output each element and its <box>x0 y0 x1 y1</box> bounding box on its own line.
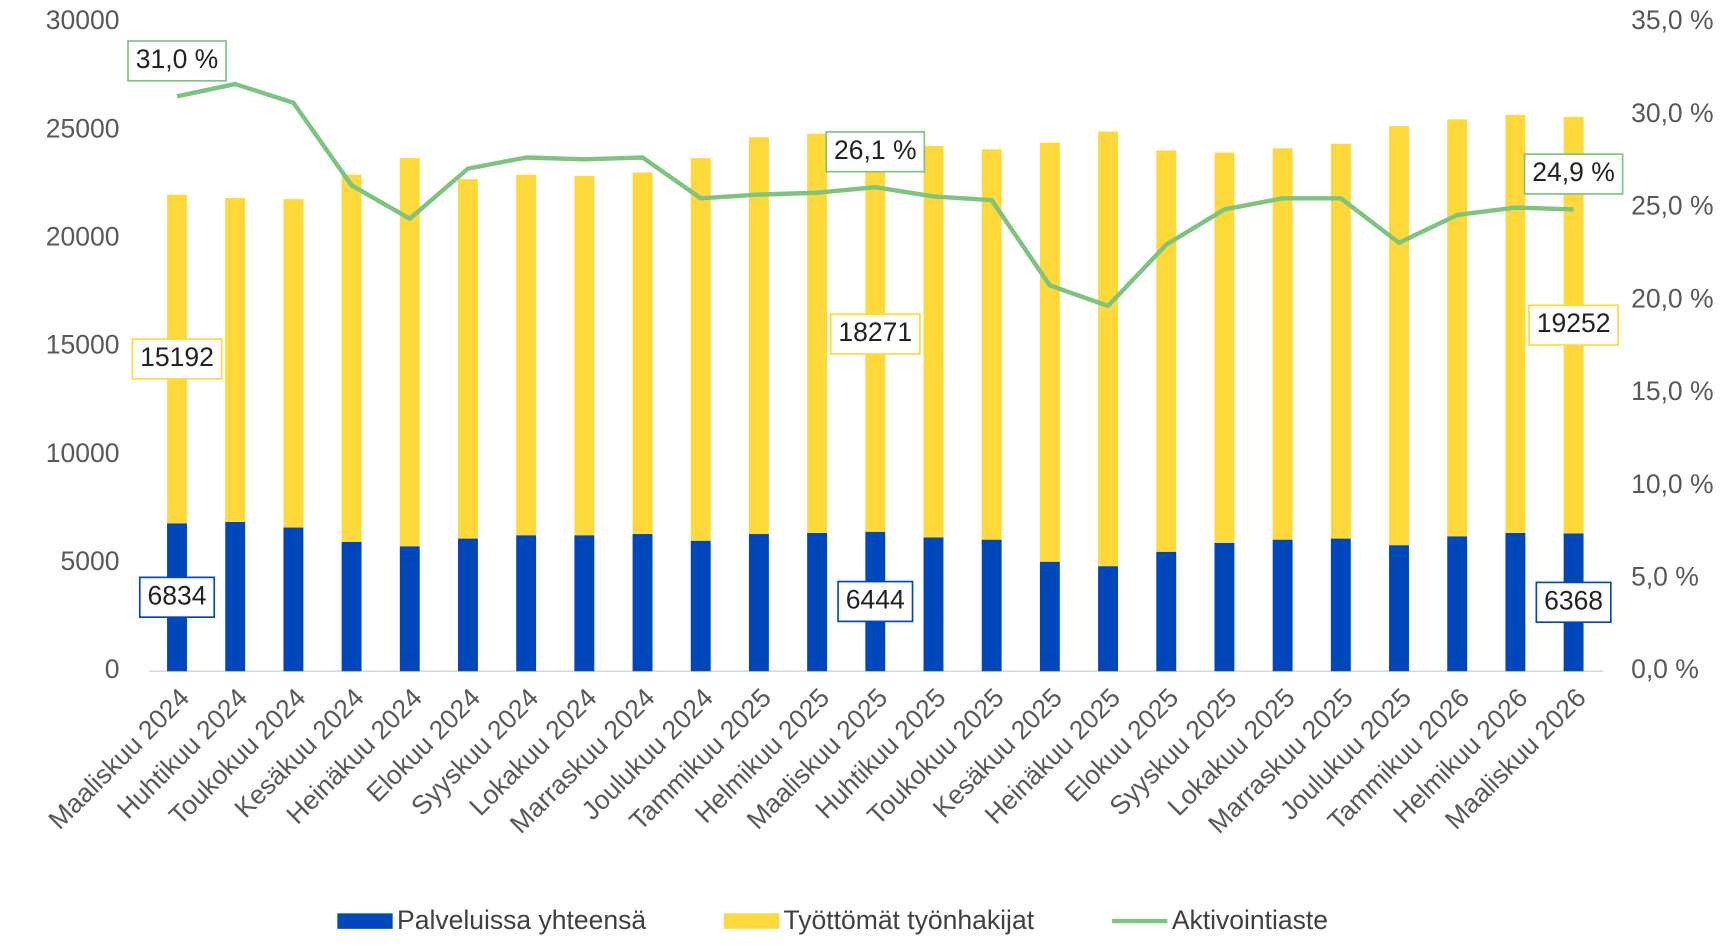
y2-tick-label: 20,0 % <box>1631 283 1714 313</box>
data-label-text: 18271 <box>838 317 912 347</box>
bar <box>1330 143 1351 539</box>
bar <box>690 540 711 672</box>
bar <box>341 541 362 672</box>
line <box>176 81 1574 309</box>
bar <box>1214 152 1235 543</box>
bar <box>1098 566 1119 672</box>
y-tick-label: 10000 <box>46 438 120 468</box>
bar <box>1039 142 1060 562</box>
data-label: 6834 <box>138 576 216 618</box>
data-label: 24,9 % <box>1523 153 1624 195</box>
bar <box>1098 131 1119 567</box>
data-label-box <box>825 131 926 173</box>
y2-tick-label: 10,0 % <box>1631 469 1714 499</box>
legend-swatch <box>723 913 780 929</box>
bar <box>399 546 420 672</box>
data-label-box <box>127 40 227 82</box>
bar <box>1505 532 1526 672</box>
bar <box>574 535 595 672</box>
data-label: 31,0 % <box>127 40 227 82</box>
y2-tick-label: 15,0 % <box>1631 376 1714 406</box>
bar <box>1447 536 1468 672</box>
data-label-text: 19252 <box>1537 308 1611 338</box>
y2-tick-label: 5,0 % <box>1631 561 1699 591</box>
bar <box>1330 538 1351 672</box>
bar <box>1389 126 1409 546</box>
bar <box>923 145 944 538</box>
bar <box>1272 539 1293 672</box>
bar <box>1156 551 1177 672</box>
data-label-box <box>138 576 216 618</box>
data-label: 19252 <box>1528 304 1620 346</box>
legend-label: Työttömät työnhakijat <box>784 905 1035 935</box>
y-tick-label: 30000 <box>46 5 120 35</box>
bar <box>516 174 537 536</box>
data-label-box <box>1528 304 1620 346</box>
data-label-box <box>1535 581 1612 624</box>
bar <box>1214 542 1235 672</box>
data-label: 15192 <box>131 338 223 380</box>
bar <box>1447 119 1468 537</box>
bar <box>1272 148 1293 540</box>
data-label-text: 24,9 % <box>1532 157 1615 187</box>
data-label-text: 6444 <box>846 584 905 614</box>
data-label-text: 31,0 % <box>136 44 219 74</box>
bar <box>225 521 246 672</box>
y2-tick-label: 0,0 % <box>1631 654 1699 684</box>
bar <box>516 535 537 672</box>
bar <box>283 527 304 672</box>
bar <box>690 158 711 541</box>
bar <box>1039 561 1060 672</box>
bar <box>574 175 595 536</box>
legend-label: Palveluissa yhteensä <box>397 905 646 935</box>
bar <box>807 133 828 533</box>
bar <box>458 179 478 539</box>
data-label-box <box>131 338 223 380</box>
data-label-box <box>829 313 921 355</box>
bar <box>981 149 1002 540</box>
bar <box>807 532 828 672</box>
data-label: 6444 <box>837 580 914 623</box>
y2-tick-label: 30,0 % <box>1631 98 1714 128</box>
data-label-box <box>837 580 914 623</box>
bar <box>748 137 769 535</box>
y-tick-label: 20000 <box>46 221 120 251</box>
bar <box>1156 150 1177 552</box>
y-tick-label: 15000 <box>46 330 120 360</box>
bar <box>225 198 246 522</box>
bar <box>283 199 304 528</box>
data-label: 6368 <box>1535 581 1612 624</box>
legend-label: Aktivointiaste <box>1172 905 1328 935</box>
bar <box>632 172 653 535</box>
bar <box>981 539 1002 672</box>
legend-swatch <box>337 913 393 929</box>
bar <box>748 534 769 672</box>
bar <box>923 537 944 672</box>
y-tick-label: 5000 <box>61 546 120 576</box>
y-tick-label: 25000 <box>46 113 120 143</box>
bar <box>341 174 362 542</box>
data-label: 26,1 % <box>825 131 926 173</box>
data-label-box <box>1523 153 1624 195</box>
bar <box>1389 545 1409 672</box>
data-label: 18271 <box>829 313 921 355</box>
data-label-text: 26,1 % <box>834 135 917 165</box>
bar <box>632 534 653 672</box>
data-label-text: 15192 <box>140 342 214 372</box>
data-label-text: 6368 <box>1544 585 1603 615</box>
bar <box>1505 114 1526 533</box>
y-tick-label: 0 <box>105 654 120 684</box>
y2-tick-label: 35,0 % <box>1631 5 1714 35</box>
bar <box>399 158 420 547</box>
y2-tick-label: 25,0 % <box>1631 191 1714 221</box>
data-label-text: 6834 <box>148 580 207 610</box>
bar <box>458 538 478 672</box>
